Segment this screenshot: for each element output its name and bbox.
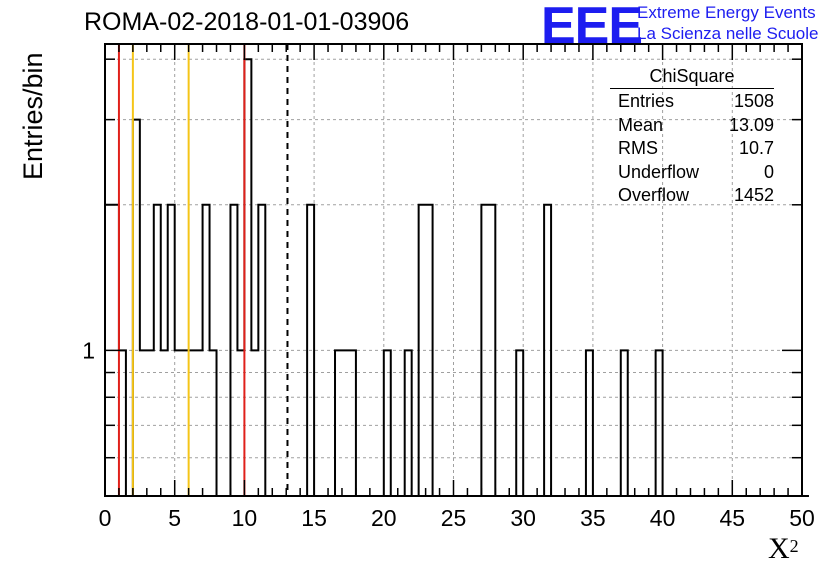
stats-value: 1452 [733,185,774,205]
x-tick-label: 50 [789,505,815,531]
stats-row-underflow: Underflow 0 [610,161,774,185]
chart-title: ROMA-02-2018-01-01-03906 [84,8,410,36]
x-tick-label: 10 [232,505,258,531]
y-tick-label: 1 [82,337,95,363]
histogram-bin [133,120,140,496]
histogram-bin [244,59,251,496]
stats-value: 10.7 [738,138,774,158]
x-tick-label: 5 [168,505,181,531]
logo-line-1: Extreme Energy Events [637,3,816,22]
stats-value: 13.09 [728,114,774,135]
stats-value: 0 [763,161,774,182]
x-tick-label: 0 [99,505,112,531]
x-tick-label: 25 [441,505,467,531]
x-axis-label: X2 [768,532,799,566]
stats-label: RMS [618,138,658,158]
stats-row-overflow: Overflow 1452 [610,184,774,208]
x-tick-label: 40 [650,505,676,531]
y-axis-label: Entries/bin [18,52,48,180]
stats-label: Mean [618,114,664,135]
x-axis-label-base: X [768,532,790,565]
x-tick-label: 35 [580,505,606,531]
stats-label: Entries [618,91,675,111]
x-tick-label: 45 [720,505,746,531]
stats-box-title: ChiSquare [610,66,774,89]
logo-line-2: La Scienza nelle Scuole [637,24,819,43]
x-tick-label: 20 [371,505,397,531]
stats-value: 1508 [733,91,774,111]
stats-label: Underflow [618,161,700,182]
stats-box: ChiSquare Entries 1508 Mean 13.09 RMS 10… [610,66,774,208]
stats-label: Overflow [618,185,690,205]
x-tick-label: 15 [301,505,327,531]
stats-row-entries: Entries 1508 [610,90,774,114]
x-axis-label-superscript: 2 [789,536,799,556]
eee-logo: EEE [541,0,643,55]
stats-row-rms: RMS 10.7 [610,137,774,161]
x-tick-label: 30 [510,505,536,531]
stats-row-mean: Mean 13.09 [610,114,774,138]
